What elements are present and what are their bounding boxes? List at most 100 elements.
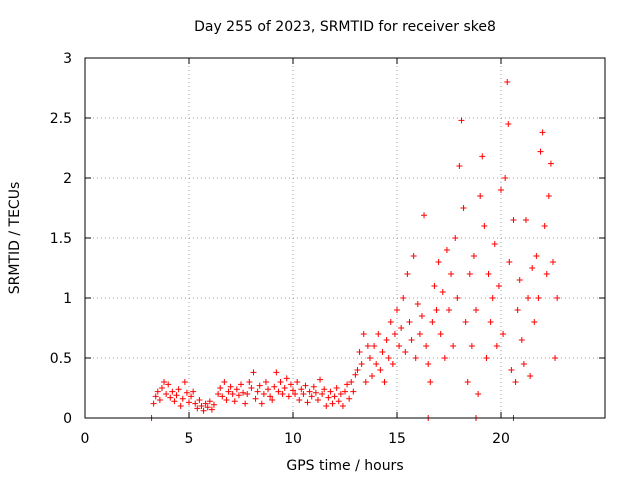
data-point xyxy=(238,381,244,388)
data-point xyxy=(510,217,517,223)
data-point xyxy=(404,271,411,277)
data-point xyxy=(252,395,259,402)
data-point xyxy=(273,369,280,376)
data-point xyxy=(437,331,444,337)
data-point xyxy=(183,389,190,396)
data-point xyxy=(450,343,457,349)
data-point xyxy=(312,389,319,396)
data-point xyxy=(231,398,238,405)
data-point xyxy=(477,193,484,199)
data-point xyxy=(304,399,311,406)
data-point xyxy=(277,379,284,385)
data-point xyxy=(446,307,452,313)
data-point xyxy=(377,367,384,373)
data-point xyxy=(158,385,165,391)
data-point xyxy=(300,391,307,397)
y-axis-label: SRMTID / TECUs xyxy=(7,182,23,295)
data-point xyxy=(171,398,178,405)
data-point xyxy=(387,319,394,325)
data-point xyxy=(475,391,482,397)
data-point xyxy=(262,379,269,385)
data-point xyxy=(369,373,376,379)
data-point xyxy=(204,404,211,411)
data-point xyxy=(173,392,180,399)
data-point xyxy=(256,382,263,389)
data-point xyxy=(269,397,276,403)
data-point xyxy=(431,283,438,289)
data-point xyxy=(391,331,398,337)
data-point xyxy=(321,386,328,393)
data-point xyxy=(190,388,197,395)
data-point xyxy=(254,388,261,395)
data-point xyxy=(348,379,355,385)
data-point xyxy=(161,379,168,385)
data-point xyxy=(202,400,209,407)
data-point xyxy=(260,391,267,397)
data-point xyxy=(385,355,392,361)
data-point xyxy=(271,383,278,390)
data-point xyxy=(495,283,502,289)
data-point xyxy=(360,331,367,337)
data-point xyxy=(481,223,488,229)
data-point xyxy=(294,379,301,385)
data-point xyxy=(246,379,253,385)
data-point xyxy=(329,400,336,407)
data-point xyxy=(364,343,371,349)
data-point xyxy=(514,307,521,313)
y-tick-label: 2.5 xyxy=(50,111,72,127)
data-point xyxy=(552,355,559,361)
data-point xyxy=(410,253,417,259)
x-tick-label: 0 xyxy=(81,431,90,447)
data-point xyxy=(429,319,436,325)
data-point xyxy=(379,349,386,355)
data-point xyxy=(344,381,351,388)
data-point xyxy=(414,301,421,307)
data-point xyxy=(366,355,373,361)
plot-frame xyxy=(84,57,606,419)
data-point xyxy=(383,337,390,343)
data-point xyxy=(248,385,255,391)
data-point xyxy=(396,343,403,349)
data-point xyxy=(167,394,174,401)
data-point xyxy=(235,392,242,399)
data-point xyxy=(418,313,425,319)
axis-ticks: 0 5 10 15 20 0 0.5 1 1.5 2 2.5 3 xyxy=(50,51,605,447)
data-point xyxy=(362,379,369,385)
data-point xyxy=(323,403,330,409)
data-point xyxy=(394,307,400,313)
chart-title: Day 255 of 2023, SRMTID for receiver ske… xyxy=(194,19,496,35)
data-point xyxy=(150,400,157,407)
data-point xyxy=(454,295,461,301)
data-point xyxy=(210,401,217,408)
data-point xyxy=(468,343,475,349)
data-point xyxy=(493,343,500,349)
data-point xyxy=(267,393,274,400)
data-point xyxy=(547,160,554,167)
data-point xyxy=(188,393,195,400)
data-point xyxy=(165,381,172,388)
data-point xyxy=(200,407,207,414)
data-point xyxy=(196,397,203,403)
data-point xyxy=(296,397,303,403)
data-point xyxy=(175,386,182,393)
data-point xyxy=(186,399,192,406)
data-point xyxy=(508,367,515,373)
data-point xyxy=(302,382,309,389)
data-points xyxy=(148,79,561,421)
data-point xyxy=(400,295,407,301)
data-point xyxy=(487,319,494,325)
data-point xyxy=(265,386,272,393)
data-point xyxy=(439,289,446,295)
data-point xyxy=(292,391,299,397)
data-point xyxy=(287,381,294,388)
y-tick-label: 3 xyxy=(63,51,72,67)
data-point xyxy=(443,247,450,253)
data-point xyxy=(206,398,213,405)
x-tick-label: 15 xyxy=(388,431,406,447)
data-point xyxy=(473,307,480,313)
data-point xyxy=(242,400,249,407)
data-point xyxy=(500,331,507,337)
data-point xyxy=(283,375,290,382)
data-point xyxy=(416,331,423,337)
x-tick-label: 10 xyxy=(284,431,302,447)
